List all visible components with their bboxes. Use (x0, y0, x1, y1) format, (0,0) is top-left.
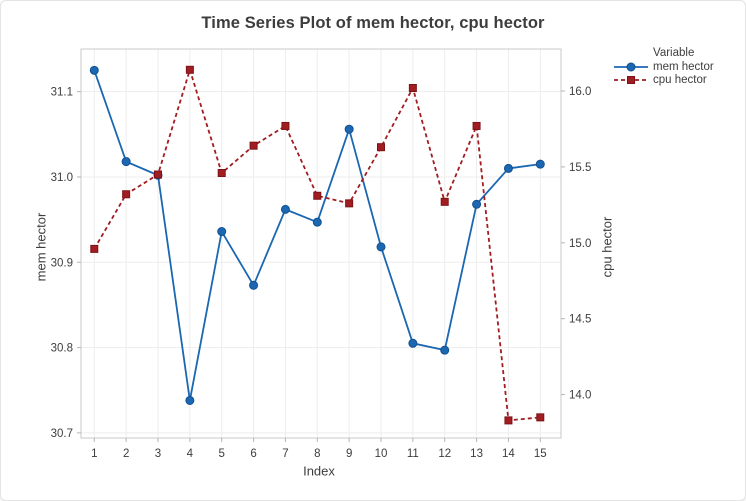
data-point-cpu-hector (345, 199, 354, 208)
y-tick-label-right: 14.5 (569, 314, 591, 326)
data-point-cpu-hector (504, 416, 513, 425)
x-tick-label: 5 (219, 448, 225, 460)
y-tick-label-right: 16.0 (569, 86, 591, 98)
legend-entries: mem hector cpu hector (613, 60, 714, 87)
data-point-mem-hector (472, 199, 482, 209)
y-tick-label-right: 15.5 (569, 162, 591, 174)
legend-entry-mem-hector: mem hector (613, 60, 714, 74)
y-tick-label-right: 15.0 (569, 238, 591, 250)
x-tick-label: 3 (155, 448, 161, 460)
y-tick-label-left: 30.8 (51, 343, 73, 355)
x-tick-label: 15 (534, 448, 547, 460)
data-point-mem-hector (535, 159, 545, 169)
data-point-mem-hector (344, 124, 354, 134)
data-point-mem-hector (217, 227, 227, 237)
x-tick-label: 4 (187, 448, 194, 460)
data-point-cpu-hector (408, 84, 417, 93)
data-point-cpu-hector (122, 190, 131, 199)
legend-label: cpu hector (653, 74, 707, 87)
data-point-cpu-hector (377, 143, 386, 152)
legend-entry-cpu-hector: cpu hector (613, 74, 714, 88)
y-axis-label-right: cpu hector (599, 216, 615, 278)
legend-sample-square-icon (614, 76, 648, 85)
data-point-cpu-hector (472, 121, 481, 130)
x-tick-label: 14 (502, 448, 515, 460)
legend-title: Variable (653, 47, 695, 59)
y-tick-label-right: 14.0 (569, 390, 591, 402)
data-point-mem-hector (503, 163, 513, 173)
x-tick-label: 2 (123, 448, 129, 460)
y-tick-label-left: 31.1 (51, 87, 73, 99)
y-tick-label-left: 31.0 (51, 172, 73, 184)
plot-frame (80, 48, 562, 439)
chart-title: Time Series Plot of mem hector, cpu hect… (201, 14, 545, 32)
data-point-mem-hector (376, 242, 386, 252)
x-tick-label: 10 (375, 448, 388, 460)
data-point-cpu-hector (185, 65, 194, 74)
y-tick-label-left: 30.9 (51, 257, 73, 269)
x-tick-label: 11 (407, 448, 419, 460)
data-point-mem-hector (89, 65, 99, 75)
legend-label: mem hector (653, 60, 714, 73)
data-point-mem-hector (440, 345, 450, 355)
data-point-mem-hector (249, 280, 259, 290)
x-tick-label: 12 (438, 448, 451, 460)
x-tick-label: 9 (346, 448, 352, 460)
data-point-cpu-hector (154, 170, 163, 179)
data-point-cpu-hector (249, 141, 258, 150)
data-point-cpu-hector (440, 197, 449, 206)
data-point-cpu-hector (536, 413, 545, 422)
data-point-mem-hector (408, 338, 418, 348)
x-tick-label: 7 (282, 448, 288, 460)
data-point-cpu-hector (313, 191, 322, 200)
data-point-cpu-hector (281, 121, 290, 130)
x-axis-label: Index (303, 463, 335, 479)
y-tick-label-left: 30.7 (51, 428, 73, 440)
legend-sample-circle-icon (614, 62, 648, 72)
data-point-mem-hector (185, 395, 195, 405)
legend: Variable mem hector cpu hector (613, 47, 714, 87)
data-point-mem-hector (121, 157, 131, 167)
data-point-mem-hector (312, 217, 322, 227)
x-tick-label: 6 (250, 448, 256, 460)
x-tick-label: 1 (91, 448, 97, 460)
data-point-cpu-hector (90, 244, 99, 253)
y-axis-label-left: mem hector (33, 212, 49, 282)
x-tick-label: 8 (314, 448, 320, 460)
data-point-mem-hector (280, 204, 290, 214)
data-point-cpu-hector (217, 169, 226, 178)
x-tick-label: 13 (470, 448, 483, 460)
